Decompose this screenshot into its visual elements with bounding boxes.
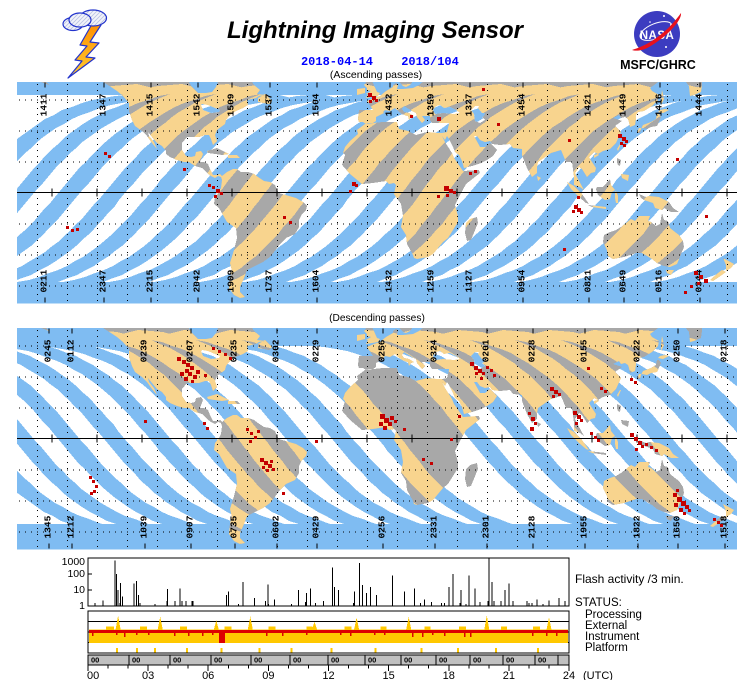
svg-text:0235: 0235: [229, 339, 240, 362]
svg-text:2042: 2042: [192, 269, 203, 292]
svg-text:18: 18: [443, 670, 455, 680]
svg-text:00: 00: [87, 670, 99, 680]
svg-text:2128: 2128: [527, 515, 538, 538]
svg-text:03: 03: [142, 670, 154, 680]
svg-text:2331: 2331: [429, 515, 440, 538]
svg-text:0516: 0516: [654, 269, 665, 292]
svg-text:2301: 2301: [481, 515, 492, 538]
svg-text:0344: 0344: [694, 269, 705, 292]
svg-text:00: 00: [404, 656, 412, 665]
svg-text:0229: 0229: [311, 339, 322, 362]
svg-text:1039: 1039: [139, 515, 150, 538]
svg-text:1504: 1504: [311, 93, 322, 116]
svg-text:1127: 1127: [464, 269, 475, 292]
svg-text:100: 100: [67, 568, 85, 580]
svg-text:1537: 1537: [264, 93, 275, 116]
svg-text:1449: 1449: [618, 93, 629, 116]
svg-text:0907: 0907: [185, 515, 196, 538]
svg-text:1347: 1347: [98, 93, 109, 116]
svg-text:1327: 1327: [464, 93, 475, 116]
svg-text:00: 00: [214, 656, 222, 665]
svg-text:00: 00: [473, 656, 481, 665]
svg-text:Instrument: Instrument: [585, 631, 640, 643]
svg-text:2018/104: 2018/104: [401, 55, 459, 69]
svg-text:Platform: Platform: [585, 642, 628, 654]
svg-text:0112: 0112: [66, 339, 77, 362]
svg-text:0245: 0245: [43, 339, 54, 362]
svg-text:Flash activity /3 min.: Flash activity /3 min.: [575, 572, 684, 586]
svg-text:00: 00: [439, 656, 447, 665]
svg-text:0256: 0256: [377, 339, 388, 362]
svg-text:00: 00: [254, 656, 262, 665]
svg-text:0602: 0602: [271, 515, 282, 538]
svg-text:1259: 1259: [426, 269, 437, 292]
svg-text:12: 12: [322, 670, 334, 680]
svg-text:1542: 1542: [192, 93, 203, 116]
svg-text:1518: 1518: [719, 515, 730, 538]
svg-text:1212: 1212: [66, 515, 77, 538]
svg-text:Processing: Processing: [585, 609, 642, 621]
svg-text:External: External: [585, 620, 627, 632]
svg-text:0302: 0302: [271, 339, 282, 362]
svg-text:0735: 0735: [229, 515, 240, 538]
svg-text:10: 10: [73, 584, 85, 596]
svg-text:24: 24: [563, 670, 575, 680]
svg-text:MSFC/GHRC: MSFC/GHRC: [620, 58, 696, 72]
svg-text:00: 00: [293, 656, 301, 665]
svg-text:2347: 2347: [98, 269, 109, 292]
svg-text:(UTC): (UTC): [583, 670, 613, 680]
svg-text:(Ascending passes): (Ascending passes): [330, 69, 422, 81]
svg-text:0649: 0649: [618, 269, 629, 292]
svg-text:1604: 1604: [311, 269, 322, 292]
svg-text:1737: 1737: [264, 269, 275, 292]
svg-text:0207: 0207: [185, 339, 196, 362]
svg-text:09: 09: [262, 670, 274, 680]
svg-text:1415: 1415: [145, 93, 156, 116]
svg-text:1359: 1359: [426, 93, 437, 116]
svg-text:1909: 1909: [226, 269, 237, 292]
svg-text:2018-04-14: 2018-04-14: [301, 55, 373, 69]
svg-text:21: 21: [503, 670, 515, 680]
svg-text:0324: 0324: [429, 339, 440, 362]
svg-text:0218: 0218: [719, 339, 730, 362]
svg-text:1411: 1411: [39, 93, 50, 116]
svg-text:1444: 1444: [694, 93, 705, 116]
svg-text:1000: 1000: [62, 556, 86, 568]
svg-text:00: 00: [331, 656, 339, 665]
svg-text:06: 06: [202, 670, 214, 680]
svg-text:1432: 1432: [384, 269, 395, 292]
svg-text:00: 00: [91, 656, 99, 665]
svg-text:0256: 0256: [377, 515, 388, 538]
svg-text:00: 00: [173, 656, 181, 665]
svg-text:STATUS:: STATUS:: [575, 597, 622, 609]
svg-text:0954: 0954: [517, 269, 528, 292]
svg-text:00: 00: [538, 656, 546, 665]
svg-text:1650: 1650: [672, 515, 683, 538]
svg-text:1454: 1454: [517, 93, 528, 116]
svg-text:00: 00: [506, 656, 514, 665]
svg-text:15: 15: [382, 670, 394, 680]
svg-text:0228: 0228: [527, 339, 538, 362]
svg-text:0821: 0821: [583, 269, 594, 292]
svg-text:00: 00: [368, 656, 376, 665]
svg-text:1421: 1421: [583, 93, 594, 116]
svg-text:0211: 0211: [39, 269, 50, 292]
svg-text:1432: 1432: [384, 93, 395, 116]
svg-text:0201: 0201: [481, 339, 492, 362]
svg-text:1: 1: [79, 600, 85, 612]
svg-text:(Descending passes): (Descending passes): [329, 313, 425, 324]
svg-text:0239: 0239: [139, 339, 150, 362]
svg-text:1416: 1416: [654, 93, 665, 116]
svg-text:1509: 1509: [226, 93, 237, 116]
svg-text:0250: 0250: [672, 339, 683, 362]
svg-text:1345: 1345: [43, 515, 54, 538]
svg-text:0222: 0222: [632, 339, 643, 362]
svg-text:1955: 1955: [579, 515, 590, 538]
svg-text:2215: 2215: [145, 269, 156, 292]
svg-text:0429: 0429: [311, 515, 322, 538]
svg-text:1822: 1822: [632, 515, 643, 538]
svg-text:00: 00: [132, 656, 140, 665]
svg-text:0155: 0155: [579, 339, 590, 362]
svg-text:Lightning Imaging Sensor: Lightning Imaging Sensor: [227, 17, 525, 44]
